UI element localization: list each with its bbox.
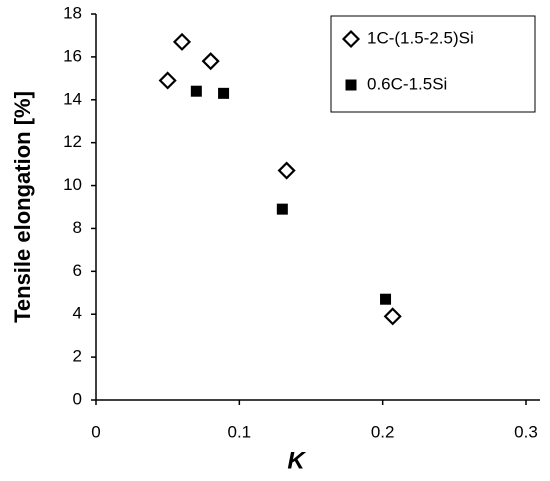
- y-tick-label: 16: [63, 46, 82, 65]
- x-tick-label: 0: [91, 422, 100, 441]
- y-tick-label: 14: [63, 89, 82, 108]
- square-marker: [380, 293, 392, 305]
- diamond-marker: [341, 29, 361, 49]
- x-tick-label: 0.1: [228, 422, 252, 441]
- y-tick-label: 4: [73, 304, 82, 323]
- y-tick-label: 8: [73, 218, 82, 237]
- y-tick-label: 12: [63, 132, 82, 151]
- x-tick-label: 0.2: [371, 422, 395, 441]
- x-axis-label: K: [287, 447, 306, 474]
- square-marker: [345, 79, 357, 91]
- square-marker: [190, 85, 202, 97]
- legend-label: 1C-(1.5-2.5)Si: [367, 28, 474, 47]
- y-tick-label: 10: [63, 175, 82, 194]
- y-tick-label: 0: [73, 389, 82, 408]
- diamond-marker: [383, 307, 402, 326]
- square-marker: [276, 203, 288, 215]
- diamond-marker: [172, 32, 192, 51]
- square-marker: [218, 87, 230, 99]
- diamond-marker: [158, 71, 177, 90]
- y-tick-label: 2: [73, 347, 82, 366]
- legend-label: 0.6C-1.5Si: [367, 74, 447, 93]
- y-tick-label: 18: [63, 3, 82, 22]
- diamond-marker: [201, 52, 220, 71]
- y-axis-label: Tensile elongation [%]: [10, 91, 35, 323]
- y-tick-label: 6: [73, 261, 82, 280]
- x-tick-label: 0.3: [514, 422, 538, 441]
- legend: [330, 15, 536, 113]
- diamond-marker: [277, 161, 296, 180]
